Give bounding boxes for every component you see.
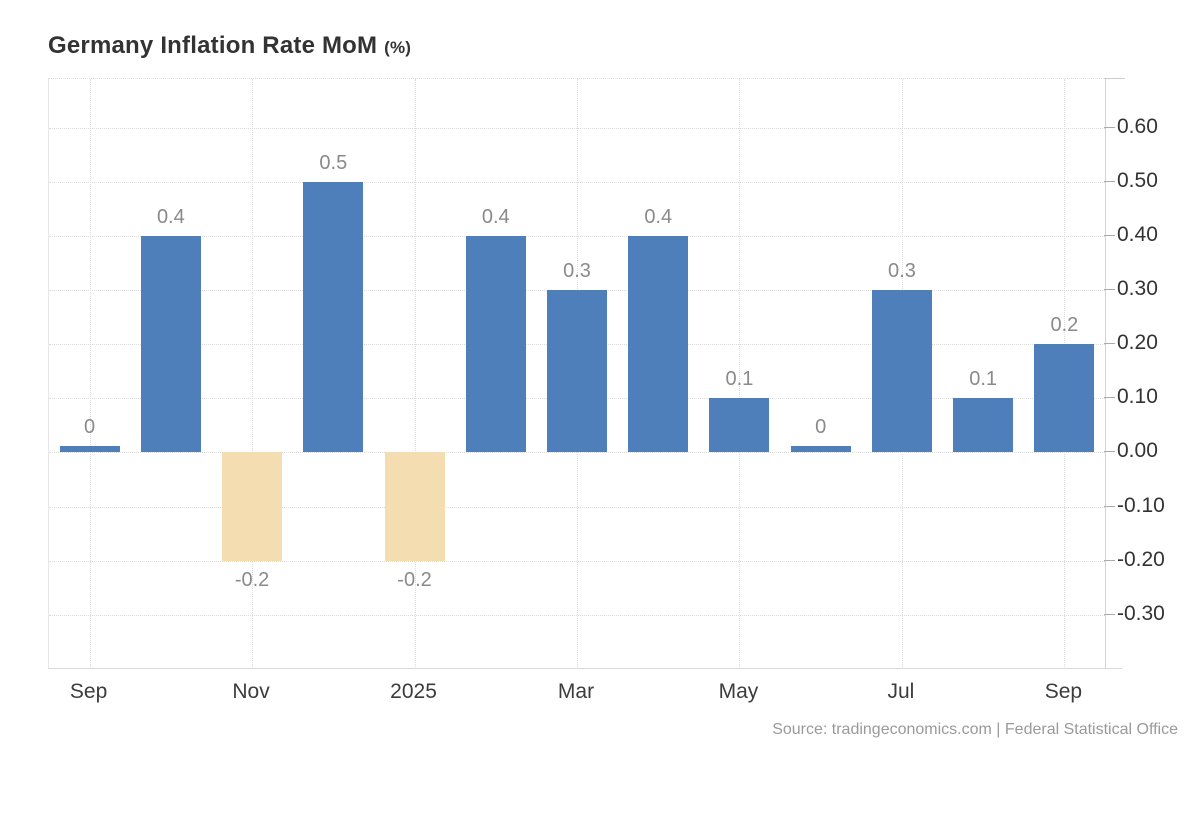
y-tick-label: 0.30 xyxy=(1117,277,1158,301)
x-tick-label: Nov xyxy=(232,680,270,703)
bar[interactable] xyxy=(140,235,201,453)
bar-value-label: 0.1 xyxy=(969,368,998,391)
bar[interactable] xyxy=(547,290,607,453)
y-tick-mark xyxy=(1104,289,1115,291)
x-tick-label: Sep xyxy=(1044,680,1083,703)
bar-value-label: 0 xyxy=(815,416,827,439)
bar-value-label: 0.1 xyxy=(725,368,754,391)
y-tick-mark xyxy=(1104,234,1115,236)
x-axis-line xyxy=(48,668,1122,669)
bar-value-label: 0.5 xyxy=(319,151,348,174)
y-tick-label: 0.00 xyxy=(1117,439,1158,463)
x-tick-label: Mar xyxy=(557,680,595,703)
bar[interactable] xyxy=(59,446,120,453)
y-tick-mark xyxy=(1104,397,1115,399)
v-gridline xyxy=(89,79,91,669)
bar[interactable] xyxy=(1034,344,1095,453)
bar[interactable] xyxy=(465,235,526,453)
bar[interactable] xyxy=(628,235,689,453)
y-tick-label: 0.20 xyxy=(1117,331,1158,355)
y-tick-label: -0.20 xyxy=(1117,547,1165,571)
bar-value-label: 0.4 xyxy=(481,205,510,228)
y-axis-top-tick xyxy=(1104,78,1125,79)
y-tick-mark xyxy=(1104,180,1115,182)
chart-title-unit: (%) xyxy=(384,38,412,57)
bar-value-label: 0.4 xyxy=(156,205,185,228)
x-tick-label: Jul xyxy=(887,680,915,703)
y-tick-mark xyxy=(1104,559,1115,561)
v-gridline xyxy=(414,79,416,669)
y-tick-mark xyxy=(1104,505,1115,507)
y-tick-mark xyxy=(1104,451,1115,453)
bar[interactable] xyxy=(709,398,770,453)
y-tick-label: -0.30 xyxy=(1117,601,1165,625)
y-tick-label: 0.50 xyxy=(1117,168,1158,192)
bar[interactable] xyxy=(384,452,445,561)
y-tick-label: 0.60 xyxy=(1117,114,1158,138)
v-gridline xyxy=(739,79,741,669)
plot-area: 0 0.4 -0.2 0.5 -0.2 0.4 0.3 0.4 0.1 0 0.3 0.1 0.2 xyxy=(48,78,1106,669)
bar-value-label: 0.3 xyxy=(563,260,591,283)
x-tick-label: 2025 xyxy=(390,680,437,703)
bar[interactable] xyxy=(222,452,283,561)
chart-title: Germany Inflation Rate MoM (%) xyxy=(48,32,411,60)
y-tick-label: 0.10 xyxy=(1117,385,1158,409)
bar[interactable] xyxy=(303,181,364,453)
bar[interactable] xyxy=(790,446,851,453)
bar[interactable] xyxy=(953,398,1014,453)
chart-title-text: Germany Inflation Rate MoM xyxy=(48,32,378,59)
source-attribution: Source: tradingeconomics.com | Federal S… xyxy=(772,721,1178,738)
y-tick-label: 0.40 xyxy=(1117,222,1158,246)
bar-value-label: -0.2 xyxy=(397,568,432,591)
bar-value-label: 0.3 xyxy=(888,260,916,283)
x-tick-label: Sep xyxy=(69,680,108,703)
bar-value-label: 0 xyxy=(84,416,96,439)
bar[interactable] xyxy=(871,290,932,453)
y-tick-mark xyxy=(1104,126,1115,128)
v-gridline xyxy=(252,79,254,669)
bar-value-label: 0.4 xyxy=(644,205,673,228)
y-tick-label: -0.10 xyxy=(1117,493,1165,517)
x-tick-label: May xyxy=(718,680,759,703)
bar-value-label: 0.2 xyxy=(1050,314,1079,337)
y-tick-mark xyxy=(1104,343,1115,345)
y-tick-mark xyxy=(1104,613,1115,615)
bar-value-label: -0.2 xyxy=(234,568,270,591)
